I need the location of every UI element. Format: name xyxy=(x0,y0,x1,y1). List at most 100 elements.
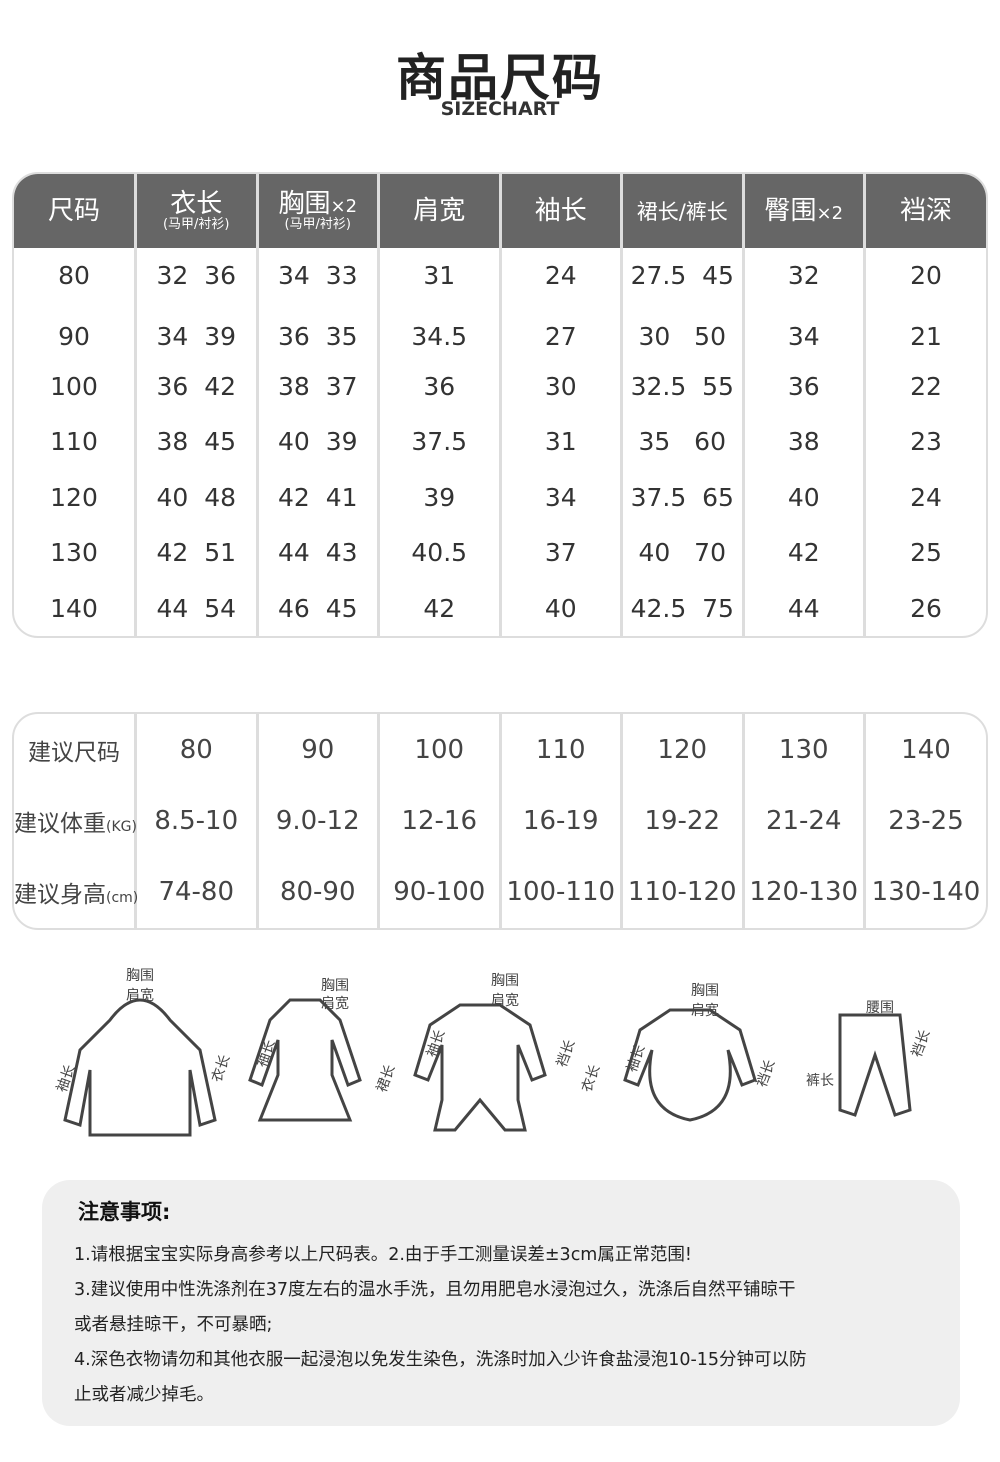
note-line: 3.建议使用中性洗涤剂在37度左右的温水手洗，且勿用肥皂水浸泡过久，洗涤后自然平… xyxy=(74,1280,796,1300)
table-cell: 37.5 xyxy=(378,414,502,470)
note-line: 或者悬挂晾干，不可暴晒; xyxy=(74,1315,273,1335)
note-line: 1.请根据宝宝实际身高参考以上尺码表。2.由于手工测量误差±3cm属正常范围! xyxy=(74,1245,692,1265)
column-header: 尺码 xyxy=(14,174,137,248)
header-sub: (马甲/衬衫) xyxy=(284,217,352,233)
measure-label: 胸围 xyxy=(126,968,154,984)
recommend-row: 建议体重(KG) 8.5-10 9.0-12 12-16 16-19 19-22 21-24… xyxy=(14,785,986,857)
table-cell: 38 xyxy=(743,414,866,470)
table-cell: 35 60 xyxy=(621,414,745,470)
table-cell: 34 33 xyxy=(257,248,380,304)
page-subtitle: SIZECHART xyxy=(440,98,560,120)
table-cell: 32 xyxy=(743,248,866,304)
recommend-cell: 110-120 xyxy=(621,856,745,928)
table-cell: 30 50 xyxy=(621,303,745,359)
table-cell: 20 xyxy=(910,261,942,291)
recommend-cell: 19-22 xyxy=(621,785,745,857)
header-label: 袖长 xyxy=(534,195,587,226)
table-cell: 31 xyxy=(378,248,502,304)
table-cell: 40 xyxy=(743,469,866,526)
table-cell: 40 48 xyxy=(135,469,259,526)
measure-label: 衣长 xyxy=(209,1053,234,1085)
recommend-cell: 16-19 xyxy=(500,785,623,857)
table-cell: 44 xyxy=(743,580,866,636)
table-cell: 40 39 xyxy=(257,414,380,470)
table-cell: 34.5 xyxy=(378,303,502,359)
recommend-cell: 8.5-10 xyxy=(135,785,259,857)
measure-label: 裆长 xyxy=(909,1028,934,1060)
column-header: 裆深 xyxy=(864,174,986,248)
column-header: 胸围×2 (马甲/衬衫) xyxy=(257,174,380,248)
recommend-row: 建议尺码 80 90 100 110 120 130 140 xyxy=(14,714,986,786)
table-cell: 42.5 75 xyxy=(621,580,745,636)
table-row: 130 42 51 44 43 40.5 37 40 70 42 25 xyxy=(14,525,986,581)
row-label: 建议身高(cm) xyxy=(14,856,139,928)
dress-outline xyxy=(248,998,362,1122)
header-label: 胸围 xyxy=(278,188,331,219)
header-label: 裆深 xyxy=(899,195,952,226)
row-label-text: 建议尺码 xyxy=(28,739,120,766)
table-cell: 40 xyxy=(500,580,623,636)
header-label: 尺码 xyxy=(47,195,100,226)
recommend-cell: 130-140 xyxy=(871,877,981,908)
header-multiplier: ×2 xyxy=(330,195,358,217)
table-row: 140 44 54 46 45 42 40 42.5 75 44 26 xyxy=(14,580,986,636)
table-cell: 26 xyxy=(910,593,942,623)
table-cell: 120 xyxy=(14,469,137,526)
table-cell: 42 51 xyxy=(135,525,259,581)
recommend-cell: 120 xyxy=(621,714,745,786)
table-cell: 34 39 xyxy=(135,303,259,359)
recommend-cell: 12-16 xyxy=(378,785,502,857)
table-cell: 21 xyxy=(910,321,942,351)
column-header: 肩宽 xyxy=(378,174,502,248)
table-cell: 27 xyxy=(500,303,623,359)
table-row: 90 34 39 36 35 34.5 27 30 50 34 21 xyxy=(14,303,986,359)
table-cell: 42 xyxy=(743,525,866,581)
row-label: 建议体重(KG) xyxy=(14,785,137,857)
bodysuit-outline xyxy=(623,1008,757,1122)
recommend-cell: 23-25 xyxy=(888,805,964,836)
row-label-unit: (cm) xyxy=(106,890,139,907)
table-cell: 34 xyxy=(500,469,623,526)
recommend-cell: 110 xyxy=(500,714,623,786)
recommend-table: 建议尺码 80 90 100 110 120 130 140 建议体重(KG) 8.5-10 9.0… xyxy=(12,712,988,930)
recommend-cell: 120-130 xyxy=(743,856,866,928)
notes-box: 注意事项: 1.请根据宝宝实际身高参考以上尺码表。2.由于手工测量误差±3cm属… xyxy=(42,1180,960,1426)
recommend-cell: 74-80 xyxy=(135,856,259,928)
recommend-cell: 90-100 xyxy=(378,856,502,928)
recommend-row: 建议身高(cm) 74-80 80-90 90-100 100-110 110-120 12… xyxy=(14,856,986,928)
table-cell: 36 42 xyxy=(135,358,259,415)
table-cell: 44 43 xyxy=(257,525,380,581)
table-cell: 27.5 45 xyxy=(621,248,745,304)
recommend-cell: 21-24 xyxy=(743,785,866,857)
table-cell: 140 xyxy=(14,580,137,636)
table-cell: 46 45 xyxy=(257,580,380,636)
column-header: 裙长/裤长 xyxy=(621,174,745,248)
table-cell: 110 xyxy=(14,414,137,470)
table-row: 80 32 36 34 33 31 24 27.5 45 32 20 xyxy=(14,248,986,304)
measure-label: 袖长 xyxy=(254,1038,279,1070)
row-label-text: 建议体重 xyxy=(14,810,106,837)
row-label-text: 建议身高 xyxy=(14,882,106,909)
note-line: 止或者减少掉毛。 xyxy=(74,1385,214,1405)
table-cell: 40.5 xyxy=(378,525,502,581)
table-row: 120 40 48 42 41 39 34 37.5 65 40 24 xyxy=(14,469,986,526)
header-multiplier: ×2 xyxy=(816,202,844,224)
row-label: 建议尺码 xyxy=(14,714,137,786)
measure-label: 胸围 xyxy=(691,983,719,999)
header-label: 臀围 xyxy=(764,195,817,226)
recommend-cell: 80 xyxy=(135,714,259,786)
measure-label: 裙长 xyxy=(374,1063,399,1095)
table-cell: 42 xyxy=(378,580,502,636)
column-header: 衣长 (马甲/衬衫) xyxy=(135,174,259,248)
header-label: 衣长 xyxy=(170,188,223,219)
jacket-outline xyxy=(63,998,217,1137)
recommend-cell: 100-110 xyxy=(500,856,623,928)
table-cell: 34 xyxy=(743,303,866,359)
table-cell: 24 xyxy=(500,248,623,304)
notes-title: 注意事项: xyxy=(78,1200,171,1224)
